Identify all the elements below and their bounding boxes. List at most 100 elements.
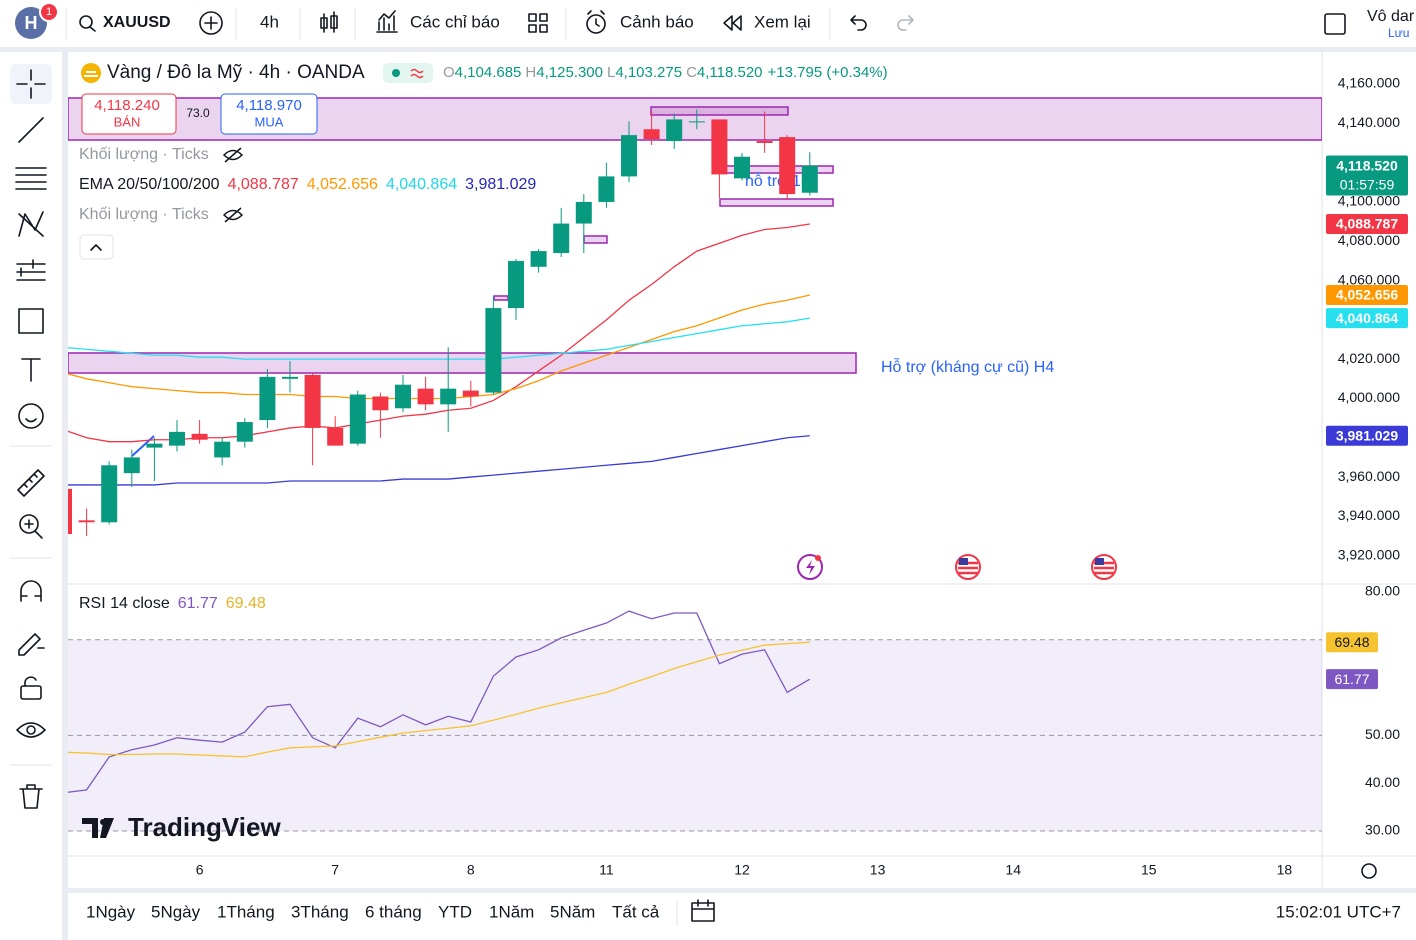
- candle-body: [688, 121, 705, 123]
- candle-body: [553, 223, 570, 254]
- ohlc-value: 4,104.685: [455, 64, 522, 81]
- ema-value: 4,088.787: [228, 176, 299, 193]
- candle-body: [78, 520, 95, 523]
- fullscreen[interactable]: [1324, 13, 1346, 35]
- rsi-tag: [1326, 669, 1378, 690]
- time-tick-label: 14: [1005, 862, 1021, 878]
- price-tag: [1326, 155, 1408, 196]
- indicator-line: [68, 641, 810, 758]
- rsi-indicator[interactable]: RSI 14 close 61.77 69.48: [79, 595, 266, 612]
- annotation[interactable]: Hỗ trợ (kháng cự cũ) H4: [881, 357, 1054, 376]
- indicators[interactable]: Các chỉ báo: [410, 12, 500, 31]
- main-pane: [68, 109, 818, 537]
- shape-tool[interactable]: [18, 308, 44, 334]
- price-tag: [1326, 213, 1408, 234]
- date-range-icon[interactable]: [691, 899, 715, 922]
- badge: [39, 2, 59, 22]
- chart-panel: [68, 52, 1416, 888]
- collapse-button[interactable]: [79, 234, 114, 260]
- delete-tool[interactable]: [19, 784, 43, 809]
- magnet-tool[interactable]: [20, 580, 42, 602]
- redo[interactable]: [897, 15, 914, 31]
- zoom-tool[interactable]: [19, 514, 39, 534]
- emoji-tool[interactable]: [18, 403, 44, 429]
- symbol-title[interactable]: Vàng / Đô la Mỹ · 4h · OANDA: [107, 62, 365, 83]
- range-button[interactable]: 3Tháng: [291, 902, 349, 921]
- settings[interactable]: [1361, 863, 1377, 879]
- lock-tool[interactable]: [20, 685, 42, 700]
- rsi-tag: [1326, 632, 1378, 653]
- range-button[interactable]: 6 tháng: [365, 902, 422, 921]
- account[interactable]: Vô dar: [1367, 8, 1415, 25]
- symbol[interactable]: XAUUSD: [103, 14, 171, 31]
- add-symbol[interactable]: [199, 11, 223, 35]
- replay-icon: [723, 15, 742, 31]
- range-button[interactable]: 1Tháng: [217, 902, 275, 921]
- support-zone[interactable]: [68, 352, 857, 374]
- sell-price: 4,118.240: [94, 97, 160, 114]
- events: [797, 554, 1117, 580]
- layouts-icon[interactable]: [528, 13, 548, 33]
- pattern-tool[interactable]: [18, 211, 44, 237]
- text-tool[interactable]: [21, 358, 41, 382]
- candle-body: [779, 137, 796, 195]
- candle-body: [236, 422, 253, 442]
- ema-indicator[interactable]: EMA 20/50/100/200 4,088.787 4,052.656 4,040…: [79, 176, 536, 193]
- watermark-logo: [100, 819, 106, 825]
- price-tag: [1326, 308, 1408, 329]
- ohlc-key: O: [443, 64, 455, 81]
- rsi-tag-label: 69.48: [1334, 634, 1369, 650]
- annotation[interactable]: hỗ trợ 15: [745, 171, 810, 190]
- undo[interactable]: [850, 15, 867, 31]
- save[interactable]: Lưu: [1388, 26, 1409, 40]
- range-button[interactable]: 5Ngày: [151, 902, 201, 921]
- range-button[interactable]: YTD: [438, 902, 472, 921]
- time-tick-label: 18: [1277, 862, 1293, 878]
- hidden-icon[interactable]: [222, 207, 244, 223]
- draw-mode-tool[interactable]: [18, 633, 45, 656]
- avatar[interactable]: [15, 7, 47, 39]
- candle-body: [801, 165, 818, 193]
- projection-tool[interactable]: [16, 259, 46, 281]
- candle-body: [575, 201, 592, 224]
- range-button[interactable]: 1Ngày: [86, 902, 136, 921]
- range-button[interactable]: 5Năm: [550, 902, 595, 921]
- crosshair-tool[interactable]: [16, 69, 46, 99]
- trendline-tool[interactable]: [18, 117, 44, 143]
- clock[interactable]: 15:02:01 UTC+7: [1276, 902, 1401, 921]
- price-tag: [1326, 425, 1408, 446]
- trendline[interactable]: [131, 435, 155, 457]
- range-button[interactable]: 1Năm: [489, 902, 534, 921]
- flag-canton: [1095, 558, 1104, 565]
- volume-indicator[interactable]: Khối lượng · Ticks: [79, 146, 209, 163]
- price-tick-label: 4,060.000: [1338, 271, 1400, 287]
- hidden-icon[interactable]: [222, 147, 244, 163]
- time-tick-label: 8: [467, 862, 475, 878]
- small-zone[interactable]: [583, 235, 608, 244]
- small-zone[interactable]: [493, 295, 509, 301]
- interval[interactable]: 4h: [260, 12, 279, 31]
- rsi-name: RSI 14 close: [79, 595, 170, 612]
- buy-button[interactable]: [220, 93, 318, 135]
- visibility-tool[interactable]: [16, 722, 46, 738]
- candle-body: [462, 390, 479, 397]
- sell-button[interactable]: [81, 93, 177, 135]
- candle-body: [598, 176, 615, 202]
- volume-indicator[interactable]: Khối lượng · Ticks: [79, 206, 209, 223]
- event-icon: [806, 560, 815, 575]
- range-button[interactable]: Tất cả: [612, 902, 660, 921]
- price-tick-label: 80.00: [1365, 583, 1400, 599]
- market-status[interactable]: [383, 63, 433, 83]
- chart-type-icon[interactable]: [320, 11, 338, 33]
- small-zone[interactable]: [650, 106, 789, 116]
- measure-tool[interactable]: [17, 469, 45, 497]
- alerts[interactable]: Cảnh báo: [620, 12, 694, 31]
- candle-body: [146, 443, 163, 448]
- top-toolbar-items: H 1 XAUUSD 4h Các chỉ báo Cảnh báo Xem l…: [15, 2, 1415, 40]
- indicator-line: [68, 317, 810, 360]
- replay[interactable]: Xem lại: [754, 12, 811, 31]
- watermark: TradingView: [82, 812, 281, 842]
- fib-tool[interactable]: [15, 167, 47, 190]
- small-zone[interactable]: [719, 198, 834, 207]
